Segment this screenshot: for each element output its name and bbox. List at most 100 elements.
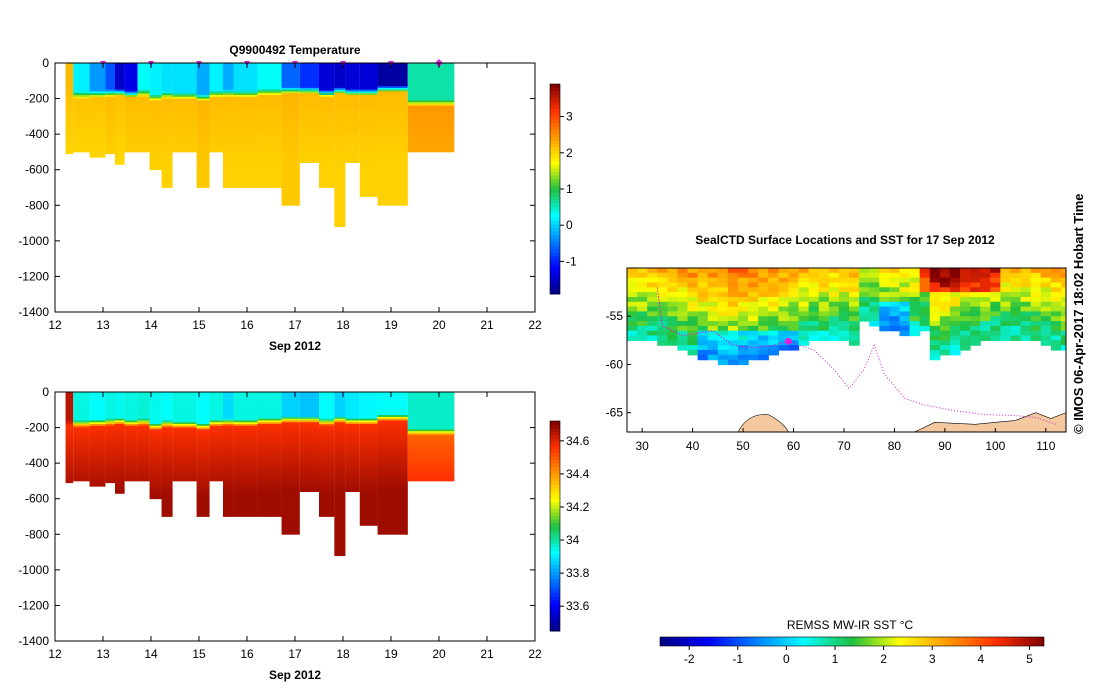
profile-cell (299, 445, 319, 448)
profile-cell (89, 87, 106, 91)
profile-cell (334, 70, 346, 73)
profile-cell (345, 63, 360, 66)
sst-cell (838, 316, 850, 322)
profile-cell (407, 107, 455, 110)
profile-cell (149, 64, 162, 67)
profile-cell (65, 440, 74, 443)
colorbar-step (550, 526, 560, 530)
profile-cell (299, 436, 319, 439)
profile-cell (223, 399, 234, 402)
profile-cell (172, 80, 197, 83)
profile-cell (196, 413, 210, 416)
profile-cell (172, 77, 197, 80)
profile-cell (137, 432, 150, 436)
profile-cell (334, 203, 346, 206)
profile-cell (105, 87, 115, 91)
profile-cell (105, 473, 115, 476)
sst-cell (1050, 292, 1062, 298)
profile-cell (281, 432, 300, 436)
profile-cell (89, 427, 106, 430)
profile-cell (257, 392, 282, 395)
profile-cell (209, 87, 223, 91)
profile-cell (115, 150, 125, 153)
profile-cell (209, 93, 223, 96)
profile-cell (233, 102, 258, 105)
sst-cell (697, 316, 709, 322)
sst-cell (707, 345, 719, 351)
sst-cell (1040, 316, 1052, 322)
colorbar-step (550, 466, 560, 471)
profile-cell (65, 121, 74, 124)
profile-cell (196, 448, 210, 452)
sst-cell (859, 272, 870, 279)
profile-cell (73, 443, 90, 446)
profile-cell (359, 399, 378, 402)
profile-cell (73, 440, 90, 443)
profile-cell (196, 488, 210, 491)
profile-cell (115, 450, 125, 453)
profile-cell (334, 443, 346, 446)
sst-cell (1000, 292, 1012, 298)
profile-cell (124, 443, 138, 446)
lon-tick-label: 40 (686, 439, 700, 453)
profile-cell (115, 79, 125, 82)
profile-cell (209, 95, 223, 98)
profile-cell (233, 130, 258, 133)
profile-cell (149, 486, 162, 489)
profile-cell (281, 479, 300, 482)
profile-cell (377, 484, 408, 487)
profile-cell (196, 119, 210, 123)
profile-cell (223, 402, 234, 405)
profile-cell (89, 456, 106, 459)
profile-cell (377, 198, 408, 201)
sst-cell (717, 354, 729, 361)
profile-cell (161, 408, 173, 411)
profile-cell (149, 127, 162, 130)
profile-cell (196, 408, 210, 411)
sst-cell (748, 316, 759, 322)
profile-cell (233, 500, 258, 503)
profile-cell (281, 500, 300, 503)
profile-cell (105, 480, 115, 484)
profile-cell (105, 103, 115, 107)
profile-cell (196, 463, 210, 466)
profile-cell (319, 422, 335, 425)
profile-cell (209, 397, 223, 400)
profile-cell (334, 96, 346, 99)
profile-cell (233, 491, 258, 494)
profile-cell (319, 472, 335, 475)
profile-cell (196, 507, 210, 510)
profile-cell (334, 397, 346, 400)
sst-cell (970, 316, 981, 322)
profile-cell (407, 397, 455, 400)
profile-cell (281, 408, 300, 411)
sst-cell (949, 350, 961, 356)
profile-cell (359, 422, 378, 425)
profile-cell (299, 123, 319, 126)
profile-cell (172, 84, 197, 87)
sst-cell (960, 311, 971, 317)
profile-cell (149, 475, 162, 478)
profile-cell (149, 441, 162, 444)
profile-cell (407, 116, 455, 119)
profile-cell (334, 550, 346, 553)
profile-cell (223, 169, 234, 172)
lat-tick-label: -55 (606, 309, 624, 323)
profile-cell (334, 215, 346, 219)
profile-cell (89, 459, 106, 462)
profile-cell (281, 466, 300, 469)
profile-cell (334, 486, 346, 489)
profile-cell (407, 420, 455, 423)
profile-cell (359, 121, 378, 124)
profile-cell (407, 470, 455, 473)
sst-cell (657, 292, 668, 298)
profile-cell (359, 125, 378, 128)
sst-cell (1010, 292, 1022, 298)
profile-cell (233, 406, 258, 409)
colorbar-step (550, 463, 560, 467)
profile-cell (223, 452, 234, 455)
sst-cell (1020, 268, 1032, 274)
profile-cell (334, 80, 346, 83)
profile-cell (345, 148, 360, 151)
profile-cell (319, 153, 335, 156)
